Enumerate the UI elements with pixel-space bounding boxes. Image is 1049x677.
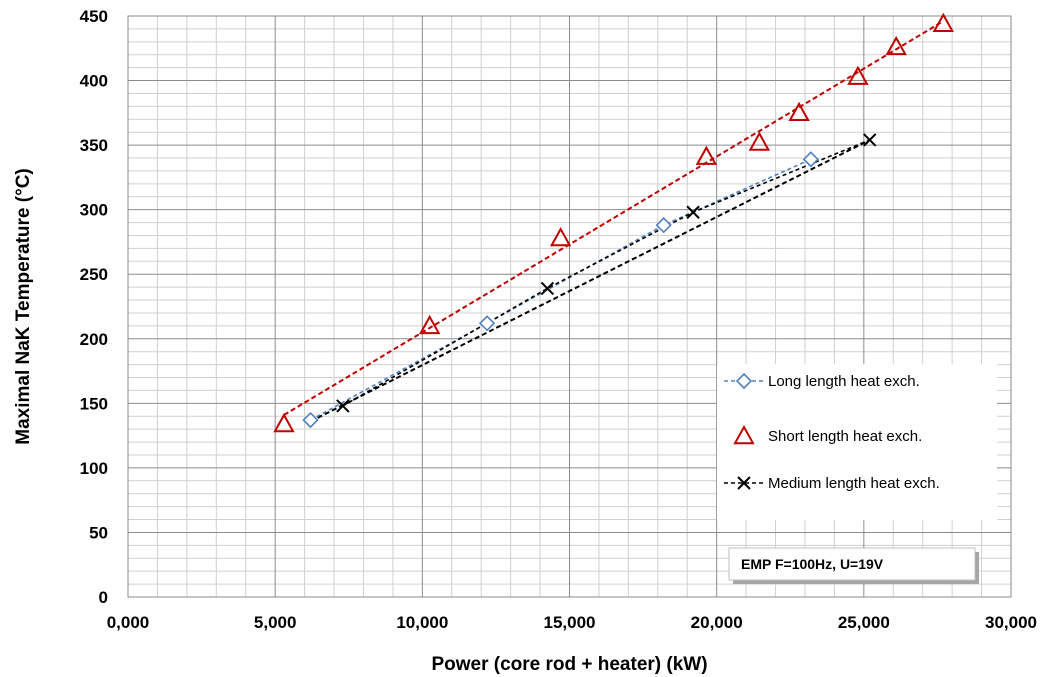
marker-triangle bbox=[748, 131, 771, 151]
y-tick-label: 300 bbox=[80, 201, 108, 220]
x-tick-label: 30,000 bbox=[985, 613, 1037, 632]
marker-x bbox=[863, 133, 877, 147]
series-line bbox=[342, 139, 871, 407]
legend-label: Medium length heat exch. bbox=[768, 475, 940, 492]
series-lines bbox=[310, 139, 871, 421]
legend-label: Long length heat exch. bbox=[768, 373, 920, 390]
x-tick-label: 15,000 bbox=[544, 613, 596, 632]
marker-triangle bbox=[733, 424, 755, 445]
x-axis-title: Power (core rod + heater) (kW) bbox=[431, 654, 707, 675]
annotation-text: EMP F=100Hz, U=19V bbox=[741, 556, 884, 572]
x-tick-label: 20,000 bbox=[691, 613, 743, 632]
y-tick-label: 150 bbox=[80, 394, 108, 413]
marker-diamond bbox=[735, 372, 753, 390]
marker-diamond bbox=[478, 315, 496, 332]
trendline bbox=[310, 139, 871, 423]
legend-background bbox=[717, 364, 997, 520]
data-markers bbox=[273, 12, 955, 433]
x-tick-label: 25,000 bbox=[838, 613, 890, 632]
marker-triangle bbox=[273, 412, 295, 433]
marker-triangle bbox=[847, 65, 869, 85]
y-tick-label: 0 bbox=[99, 588, 108, 607]
marker-diamond bbox=[655, 217, 672, 234]
y-axis-title: Maximal NaK Temperature (°C) bbox=[13, 168, 34, 444]
marker-triangle bbox=[418, 314, 441, 335]
marker-diamond bbox=[802, 151, 819, 168]
marker-diamond bbox=[302, 411, 319, 429]
x-tick-label: 0,000 bbox=[107, 613, 150, 632]
marker-x bbox=[686, 205, 700, 219]
legend-label: Short length heat exch. bbox=[768, 428, 922, 445]
y-axis-tick-labels: 0 50 100 150 200 250 300 350 400 450 bbox=[80, 7, 108, 607]
y-tick-label: 50 bbox=[89, 523, 108, 542]
marker-x bbox=[540, 281, 555, 296]
x-tick-label: 10,000 bbox=[396, 613, 448, 632]
y-tick-label: 200 bbox=[80, 330, 108, 349]
marker-triangle bbox=[885, 35, 907, 56]
marker-triangle bbox=[695, 145, 718, 165]
marker-x bbox=[737, 476, 751, 490]
marker-triangle bbox=[788, 101, 810, 122]
y-tick-label: 400 bbox=[80, 72, 108, 91]
trendlines bbox=[283, 20, 944, 423]
legend: Long length heat exch. Short length heat … bbox=[717, 364, 997, 520]
annotation-frame bbox=[728, 547, 976, 581]
y-tick-label: 250 bbox=[80, 265, 108, 284]
y-tick-label: 350 bbox=[80, 136, 108, 155]
marker-triangle bbox=[549, 227, 572, 247]
y-tick-label: 100 bbox=[80, 459, 108, 478]
x-axis-tick-labels: 0,000 5,000 10,000 15,000 20,000 25,000 30,000 bbox=[107, 613, 1037, 632]
x-tick-label: 5,000 bbox=[254, 613, 297, 632]
marker-triangle bbox=[932, 12, 955, 32]
marker-x bbox=[336, 399, 350, 413]
annotation-box: EMP F=100Hz, U=19V bbox=[728, 547, 979, 584]
y-tick-label: 450 bbox=[80, 7, 108, 26]
plot-area-border bbox=[127, 15, 1012, 598]
